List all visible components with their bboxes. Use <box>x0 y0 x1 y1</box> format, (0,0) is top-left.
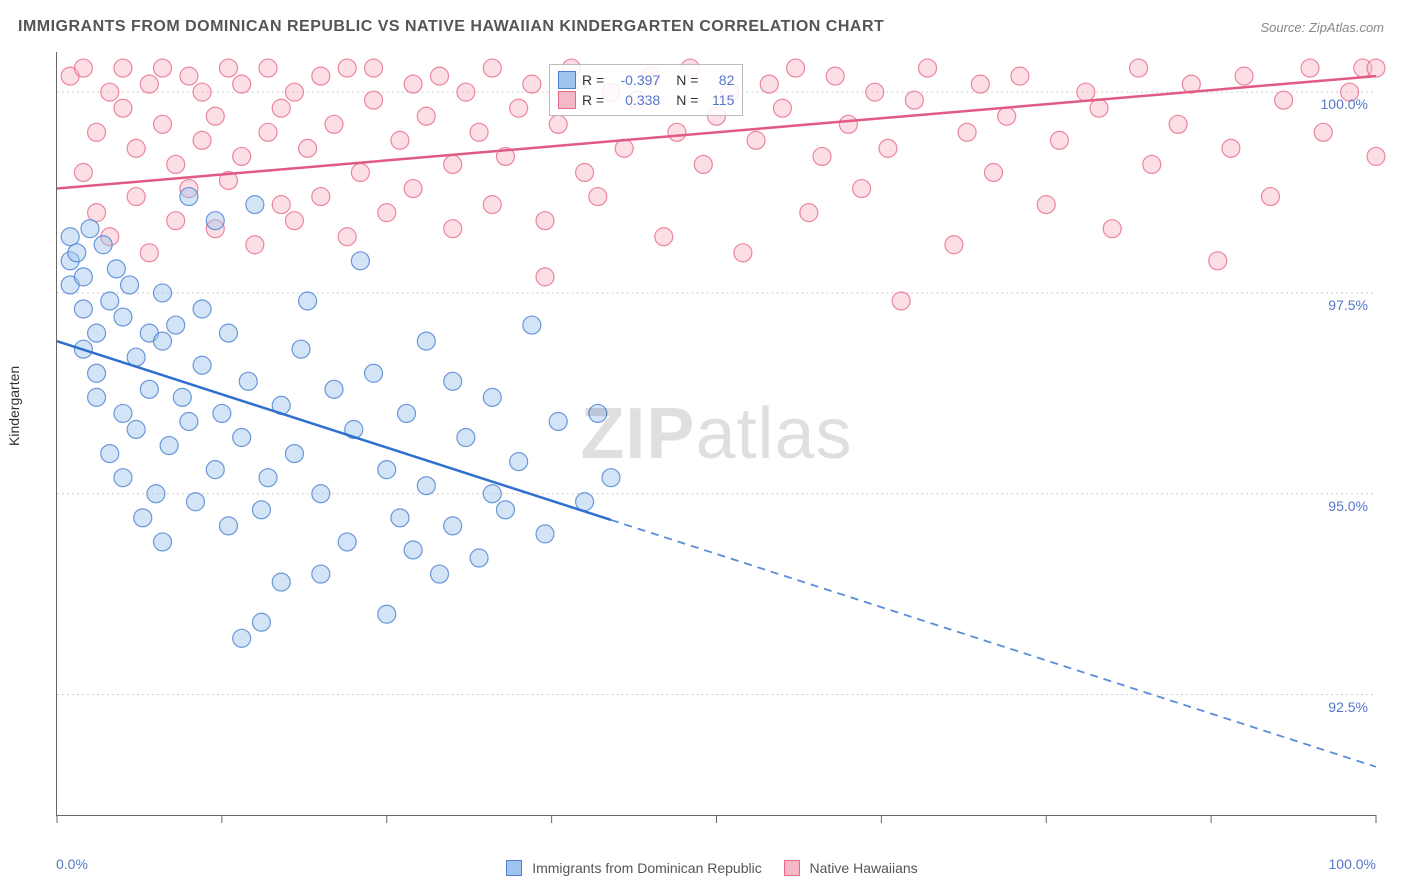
legend-r-label: R = <box>582 92 604 108</box>
legend-r-value-2: 0.338 <box>610 92 660 108</box>
legend-row-series2: R = 0.338 N = 115 <box>558 91 734 109</box>
chart-title: IMMIGRANTS FROM DOMINICAN REPUBLIC VS NA… <box>18 18 884 36</box>
legend-n-label: N = <box>676 92 698 108</box>
legend-swatch-series2 <box>558 91 576 109</box>
legend-swatch-series2 <box>784 860 800 876</box>
legend-label-series1: Immigrants from Dominican Republic <box>532 860 762 876</box>
source-label: Source: ZipAtlas.com <box>1260 20 1384 35</box>
chart-plot-area: ZIPatlas R = -0.397 N = 82 R = 0.338 N =… <box>56 52 1376 816</box>
legend-n-value-2: 115 <box>704 92 734 108</box>
legend-swatch-series1 <box>506 860 522 876</box>
y-tick-label: 92.5% <box>1308 699 1368 715</box>
legend-n-value-1: 82 <box>704 72 734 88</box>
legend-r-value-1: -0.397 <box>610 72 660 88</box>
legend-swatch-series1 <box>558 71 576 89</box>
y-tick-label: 97.5% <box>1308 297 1368 313</box>
y-axis-label: Kindergarten <box>6 366 22 446</box>
legend-n-label: N = <box>676 72 698 88</box>
y-tick-label: 95.0% <box>1308 498 1368 514</box>
legend-row-series1: R = -0.397 N = 82 <box>558 71 734 89</box>
chart-svg <box>57 52 1376 815</box>
legend-box: R = -0.397 N = 82 R = 0.338 N = 115 <box>549 64 743 116</box>
legend-label-series2: Native Hawaiians <box>810 860 918 876</box>
bottom-legend: Immigrants from Dominican Republic Nativ… <box>0 860 1406 876</box>
y-tick-label: 100.0% <box>1308 96 1368 112</box>
legend-r-label: R = <box>582 72 604 88</box>
